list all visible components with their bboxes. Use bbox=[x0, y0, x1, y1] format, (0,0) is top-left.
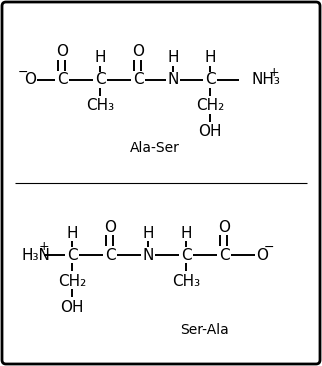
FancyBboxPatch shape bbox=[2, 2, 320, 364]
Text: O: O bbox=[256, 247, 268, 262]
Text: O: O bbox=[24, 72, 36, 87]
Text: H: H bbox=[94, 51, 106, 66]
Text: Ser-Ala: Ser-Ala bbox=[181, 323, 229, 337]
Text: H: H bbox=[66, 225, 78, 240]
Text: H: H bbox=[180, 225, 192, 240]
Text: OH: OH bbox=[60, 299, 84, 314]
Text: O: O bbox=[218, 220, 230, 235]
Text: C: C bbox=[105, 247, 115, 262]
Text: C: C bbox=[67, 247, 77, 262]
Text: CH₃: CH₃ bbox=[172, 273, 200, 288]
Text: H: H bbox=[142, 225, 154, 240]
Text: C: C bbox=[95, 72, 105, 87]
Text: H: H bbox=[204, 51, 216, 66]
Text: NH₃: NH₃ bbox=[252, 72, 281, 87]
Text: −: − bbox=[18, 66, 28, 78]
Text: −: − bbox=[264, 240, 274, 254]
Text: CH₂: CH₂ bbox=[196, 98, 224, 113]
Text: N: N bbox=[142, 247, 154, 262]
Text: C: C bbox=[57, 72, 67, 87]
Text: O: O bbox=[56, 45, 68, 60]
Text: C: C bbox=[181, 247, 191, 262]
Text: C: C bbox=[205, 72, 215, 87]
Text: Ala-Ser: Ala-Ser bbox=[130, 141, 180, 155]
Text: CH₂: CH₂ bbox=[58, 273, 86, 288]
Text: CH₃: CH₃ bbox=[86, 98, 114, 113]
Text: C: C bbox=[133, 72, 143, 87]
Text: O: O bbox=[132, 45, 144, 60]
Text: C: C bbox=[219, 247, 229, 262]
Text: N: N bbox=[167, 72, 179, 87]
Text: +: + bbox=[39, 240, 49, 254]
Text: O: O bbox=[104, 220, 116, 235]
Text: H₃N: H₃N bbox=[22, 247, 51, 262]
Text: OH: OH bbox=[198, 124, 222, 139]
Text: H: H bbox=[167, 51, 179, 66]
Text: +: + bbox=[269, 66, 279, 78]
